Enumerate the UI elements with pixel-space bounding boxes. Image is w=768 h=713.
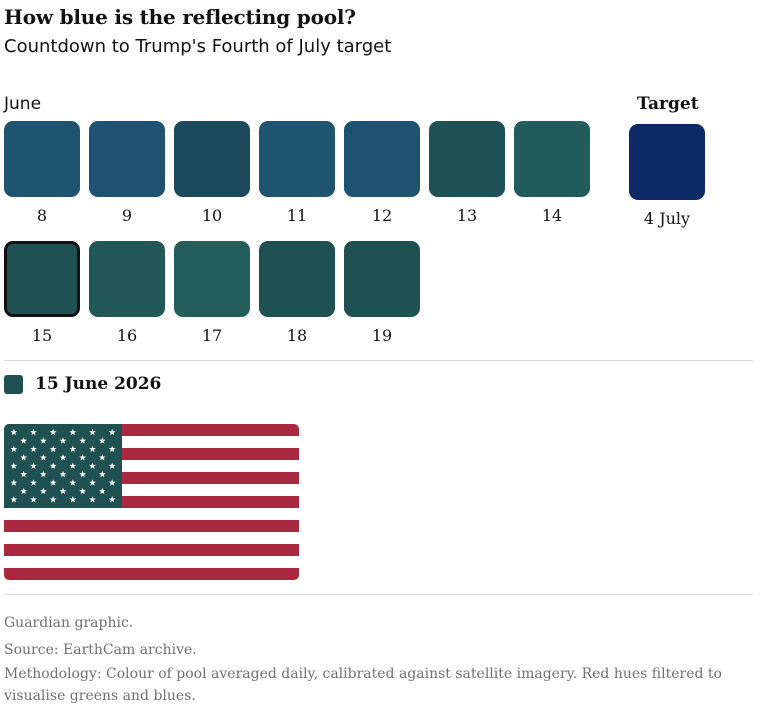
flag-star-icon [108, 496, 116, 503]
us-flag-illustration [4, 424, 299, 580]
flag-star-icon [69, 479, 77, 486]
flag-star-icon [30, 428, 37, 436]
flag-star-icon [98, 454, 106, 461]
day-label-8: 8 [36, 206, 48, 225]
day-swatch-18[interactable] [259, 241, 335, 317]
day-swatch-12[interactable] [344, 121, 420, 197]
selected-date-label: 15 June 2026 [35, 374, 162, 394]
flag-canton [4, 424, 122, 508]
day-swatch-17[interactable] [174, 241, 250, 317]
flag-star-icon [98, 470, 106, 478]
flag-star-icon [59, 454, 67, 461]
day-label-19: 19 [371, 326, 393, 345]
flag-star-icon [79, 454, 87, 461]
day-swatch-14[interactable] [514, 121, 590, 197]
day-swatch-16[interactable] [89, 241, 165, 317]
flag-star-icon [79, 437, 87, 444]
day-swatch-13[interactable] [429, 121, 505, 197]
flag-stripe [4, 532, 299, 545]
chart-title: How blue is the reflecting pool? [4, 5, 356, 29]
flag-star-icon [69, 496, 77, 503]
day-label-16: 16 [116, 326, 138, 345]
flag-stripe [4, 568, 299, 580]
month-label: June [4, 94, 42, 114]
divider [4, 360, 753, 361]
flag-star-icon [89, 462, 96, 469]
flag-star-icon [79, 470, 87, 478]
credit-text: Guardian graphic. [4, 615, 134, 631]
target-date: 4 July [643, 209, 691, 228]
flag-star-icon [89, 496, 96, 503]
chart-subtitle: Countdown to Trump's Fourth of July targ… [4, 36, 392, 57]
flag-star-icon [20, 437, 28, 444]
flag-star-icon [49, 462, 57, 469]
flag-star-icon [69, 445, 77, 453]
flag-star-icon [49, 479, 57, 486]
flag-star-icon [20, 487, 28, 495]
flag-star-icon [69, 462, 77, 469]
day-label-9: 9 [121, 206, 133, 225]
flag-star-icon [108, 428, 116, 436]
day-swatch-15[interactable] [4, 241, 80, 317]
day-swatch-9[interactable] [89, 121, 165, 197]
day-label-13: 13 [456, 206, 478, 225]
flag-star-icon [49, 428, 57, 436]
target-swatch [629, 124, 705, 200]
day-swatch-11[interactable] [259, 121, 335, 197]
flag-star-icon [20, 470, 28, 478]
flag-star-icon [89, 479, 96, 486]
day-label-14: 14 [541, 206, 563, 225]
flag-star-icon [89, 428, 96, 436]
flag-star-icon [49, 496, 57, 503]
divider [4, 594, 753, 595]
flag-stripe [4, 544, 299, 557]
flag-star-icon [10, 479, 18, 486]
flag-stripe [4, 556, 299, 569]
flag-star-icon [108, 445, 116, 453]
legend-swatch [4, 375, 23, 394]
flag-star-icon [39, 437, 47, 444]
flag-star-icon [79, 487, 87, 495]
day-swatch-10[interactable] [174, 121, 250, 197]
day-swatch-19[interactable] [344, 241, 420, 317]
day-label-12: 12 [371, 206, 393, 225]
flag-star-icon [39, 487, 47, 495]
flag-star-icon [98, 437, 106, 444]
methodology-text: Methodology: Colour of pool averaged dai… [4, 666, 722, 704]
flag-star-icon [89, 445, 96, 453]
flag-stripe [4, 508, 299, 521]
day-label-18: 18 [286, 326, 308, 345]
flag-star-icon [30, 496, 37, 503]
flag-star-icon [10, 428, 18, 436]
flag-star-icon [108, 462, 116, 469]
flag-star-icon [30, 479, 37, 486]
flag-star-icon [49, 445, 57, 453]
day-label-15: 15 [31, 326, 53, 345]
flag-star-icon [59, 487, 67, 495]
flag-star-icon [30, 462, 37, 469]
source-text: Source: EarthCam archive. [4, 642, 197, 658]
day-label-10: 10 [201, 206, 223, 225]
flag-star-icon [39, 470, 47, 478]
flag-star-icon [10, 462, 18, 469]
flag-star-icon [98, 487, 106, 495]
flag-star-icon [69, 428, 77, 436]
flag-star-icon [59, 470, 67, 478]
flag-star-icon [30, 445, 37, 453]
day-swatch-8[interactable] [4, 121, 80, 197]
day-label-11: 11 [286, 206, 308, 225]
target-label: Target [637, 94, 699, 114]
flag-star-icon [10, 445, 18, 453]
flag-stripe [4, 520, 299, 533]
flag-star-icon [39, 454, 47, 461]
flag-star-icon [10, 496, 18, 503]
flag-star-icon [59, 437, 67, 444]
flag-star-icon [20, 454, 28, 461]
day-label-17: 17 [201, 326, 223, 345]
flag-star-icon [108, 479, 116, 486]
